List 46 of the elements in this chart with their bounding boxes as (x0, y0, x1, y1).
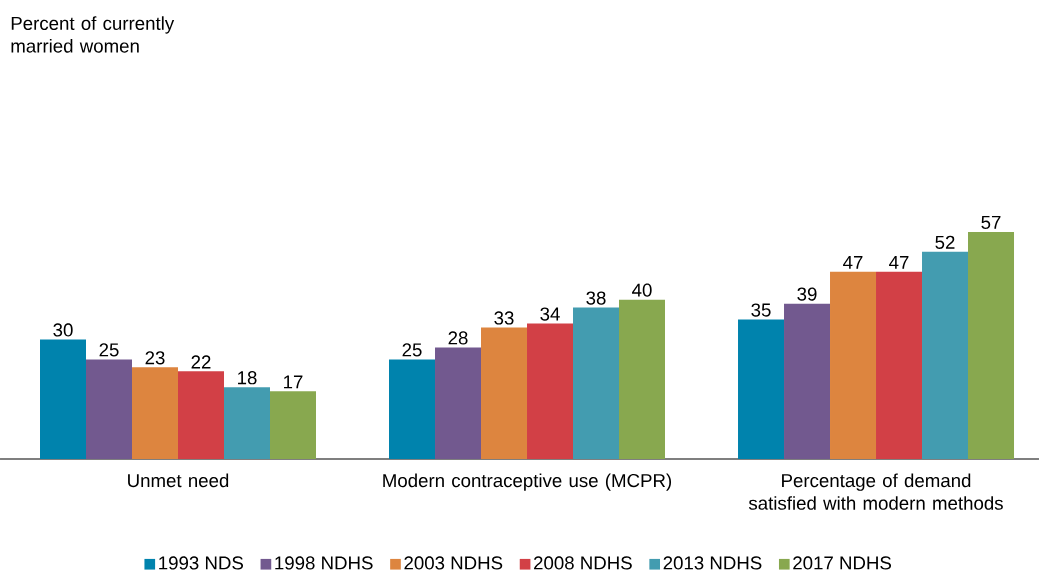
legend-label: 2008 NDHS (534, 556, 632, 570)
data-label: 47 (889, 256, 909, 269)
bar (270, 391, 316, 459)
legend-label: 2003 NDHS (404, 556, 503, 570)
bar (40, 339, 86, 459)
x-tick-label: Modern contraceptive use (MCPR) (383, 473, 672, 491)
bar (527, 323, 574, 459)
data-label: 35 (751, 303, 771, 317)
data-label: 40 (632, 283, 652, 297)
bar (389, 359, 436, 459)
data-label: 30 (53, 323, 73, 337)
data-label: 38 (586, 291, 606, 305)
bar (178, 371, 224, 459)
data-label: 34 (540, 307, 560, 321)
data-label: 28 (448, 331, 468, 345)
data-label: 33 (494, 311, 514, 325)
data-label: 25 (402, 343, 422, 357)
x-tick-label: Unmet need (128, 473, 229, 488)
data-label: 57 (981, 215, 1001, 230)
x-tick-label: Percentage of demand satisfied with modern methods (748, 473, 1003, 510)
data-label: 23 (145, 351, 165, 365)
bar (619, 299, 666, 459)
bar (922, 251, 969, 459)
bar (830, 271, 877, 459)
text: Percent of currently married women (11, 16, 175, 53)
legend-label: 1998 NDHS (275, 556, 373, 570)
data-label: 17 (284, 375, 303, 389)
bar (481, 327, 528, 459)
bar (132, 367, 178, 459)
data-label: 22 (191, 355, 211, 369)
data-label: 25 (99, 343, 119, 357)
bar (876, 271, 923, 459)
bar (86, 359, 132, 459)
data-label: 39 (797, 287, 817, 301)
data-label: 18 (238, 371, 257, 385)
bar (573, 307, 620, 459)
bar (435, 347, 482, 459)
legend-label: 2017 NDHS (793, 556, 892, 570)
bar (968, 231, 1015, 459)
data-label: 52 (935, 235, 955, 249)
legend-label: 2013 NDHS (663, 556, 762, 570)
data-label: 47 (843, 256, 863, 269)
bar (224, 387, 270, 459)
bar (784, 303, 831, 459)
legend-label: 1993 NDS (159, 556, 244, 570)
bar (738, 319, 785, 459)
